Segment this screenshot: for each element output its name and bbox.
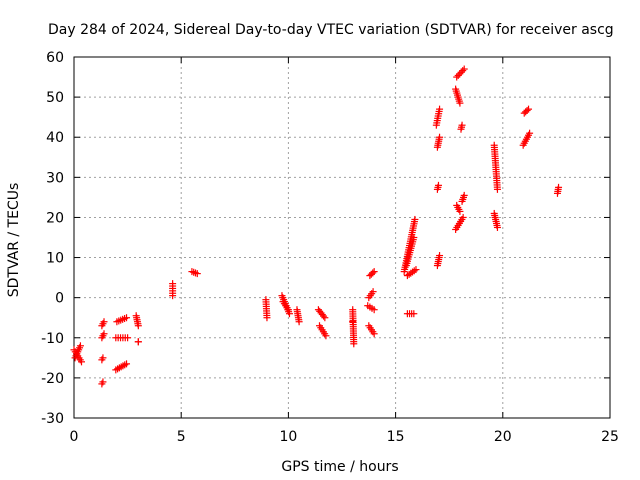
data-point — [458, 121, 466, 129]
x-tick-label: 10 — [279, 429, 297, 445]
data-point — [555, 183, 563, 191]
data-point — [493, 223, 501, 231]
data-point — [263, 314, 271, 322]
data-point — [456, 99, 464, 107]
data-point — [456, 207, 464, 215]
y-tick-label: 60 — [46, 50, 64, 66]
y-axis-label: SDTVAR / TECUs — [6, 183, 22, 298]
y-tick-label: 20 — [46, 210, 64, 226]
data-point — [493, 185, 501, 193]
y-tick-label: -30 — [41, 411, 64, 427]
data-point — [370, 268, 378, 276]
data-point — [350, 340, 358, 348]
data-point — [410, 310, 418, 318]
x-tick-label: 25 — [601, 429, 619, 445]
data-point — [99, 378, 107, 386]
data-point — [370, 330, 378, 338]
data-point — [436, 252, 444, 260]
data-point — [322, 332, 330, 340]
data-point — [436, 133, 444, 141]
data-point — [453, 73, 461, 81]
data-point — [525, 105, 533, 113]
data-point — [410, 267, 418, 275]
data-point — [460, 65, 468, 73]
data-point — [526, 129, 534, 137]
data-point — [434, 181, 442, 189]
x-axis-label: GPS time / hours — [281, 459, 398, 475]
chart-title: Day 284 of 2024, Sidereal Day-to-day VTE… — [48, 22, 614, 38]
data-point — [134, 338, 142, 346]
data-point — [321, 314, 329, 322]
data-point — [124, 334, 132, 342]
data-point — [169, 280, 177, 288]
x-tick-label: 0 — [70, 429, 79, 445]
data-point — [411, 215, 419, 223]
data-point — [191, 269, 199, 277]
data-point — [523, 106, 531, 114]
data-point — [134, 322, 142, 330]
data-point — [456, 70, 464, 78]
y-tick-label: 40 — [46, 130, 64, 146]
data-point — [78, 358, 86, 366]
data-point — [412, 266, 420, 274]
data-point — [459, 67, 467, 75]
y-tick-label: 50 — [46, 90, 64, 106]
data-point — [459, 213, 467, 221]
data-point — [454, 71, 462, 79]
data-point — [123, 360, 131, 368]
data-point — [284, 306, 292, 314]
x-tick-label: 5 — [177, 429, 186, 445]
data-point — [369, 269, 377, 277]
data-point — [410, 234, 418, 241]
axis-ticks: 0 5 10 15 20 25 -30 -20 -10 0 10 20 30 40 50 60 — [41, 50, 619, 445]
data-point — [190, 268, 198, 276]
data-point — [370, 306, 378, 314]
y-tick-label: 0 — [55, 291, 64, 307]
data-point — [436, 105, 444, 113]
x-tick-label: 20 — [494, 429, 512, 445]
grid — [74, 57, 610, 418]
data-point — [193, 270, 201, 278]
data-point — [285, 310, 293, 318]
data-point — [100, 318, 108, 326]
y-tick-label: -10 — [41, 331, 64, 347]
y-tick-label: -20 — [41, 371, 64, 387]
y-tick-label: 30 — [46, 170, 64, 186]
data-point — [76, 342, 84, 350]
plot-frame — [73, 56, 611, 419]
data-point — [99, 354, 107, 362]
x-tick-label: 15 — [387, 429, 405, 445]
data-point — [460, 191, 468, 199]
data-point — [349, 318, 357, 326]
data-point — [457, 68, 465, 76]
data-point — [369, 288, 377, 296]
data-point — [295, 318, 303, 326]
data-points — [70, 65, 563, 388]
data-point — [123, 314, 131, 322]
data-point — [100, 330, 108, 338]
y-tick-label: 10 — [46, 251, 64, 267]
data-point — [320, 312, 328, 320]
